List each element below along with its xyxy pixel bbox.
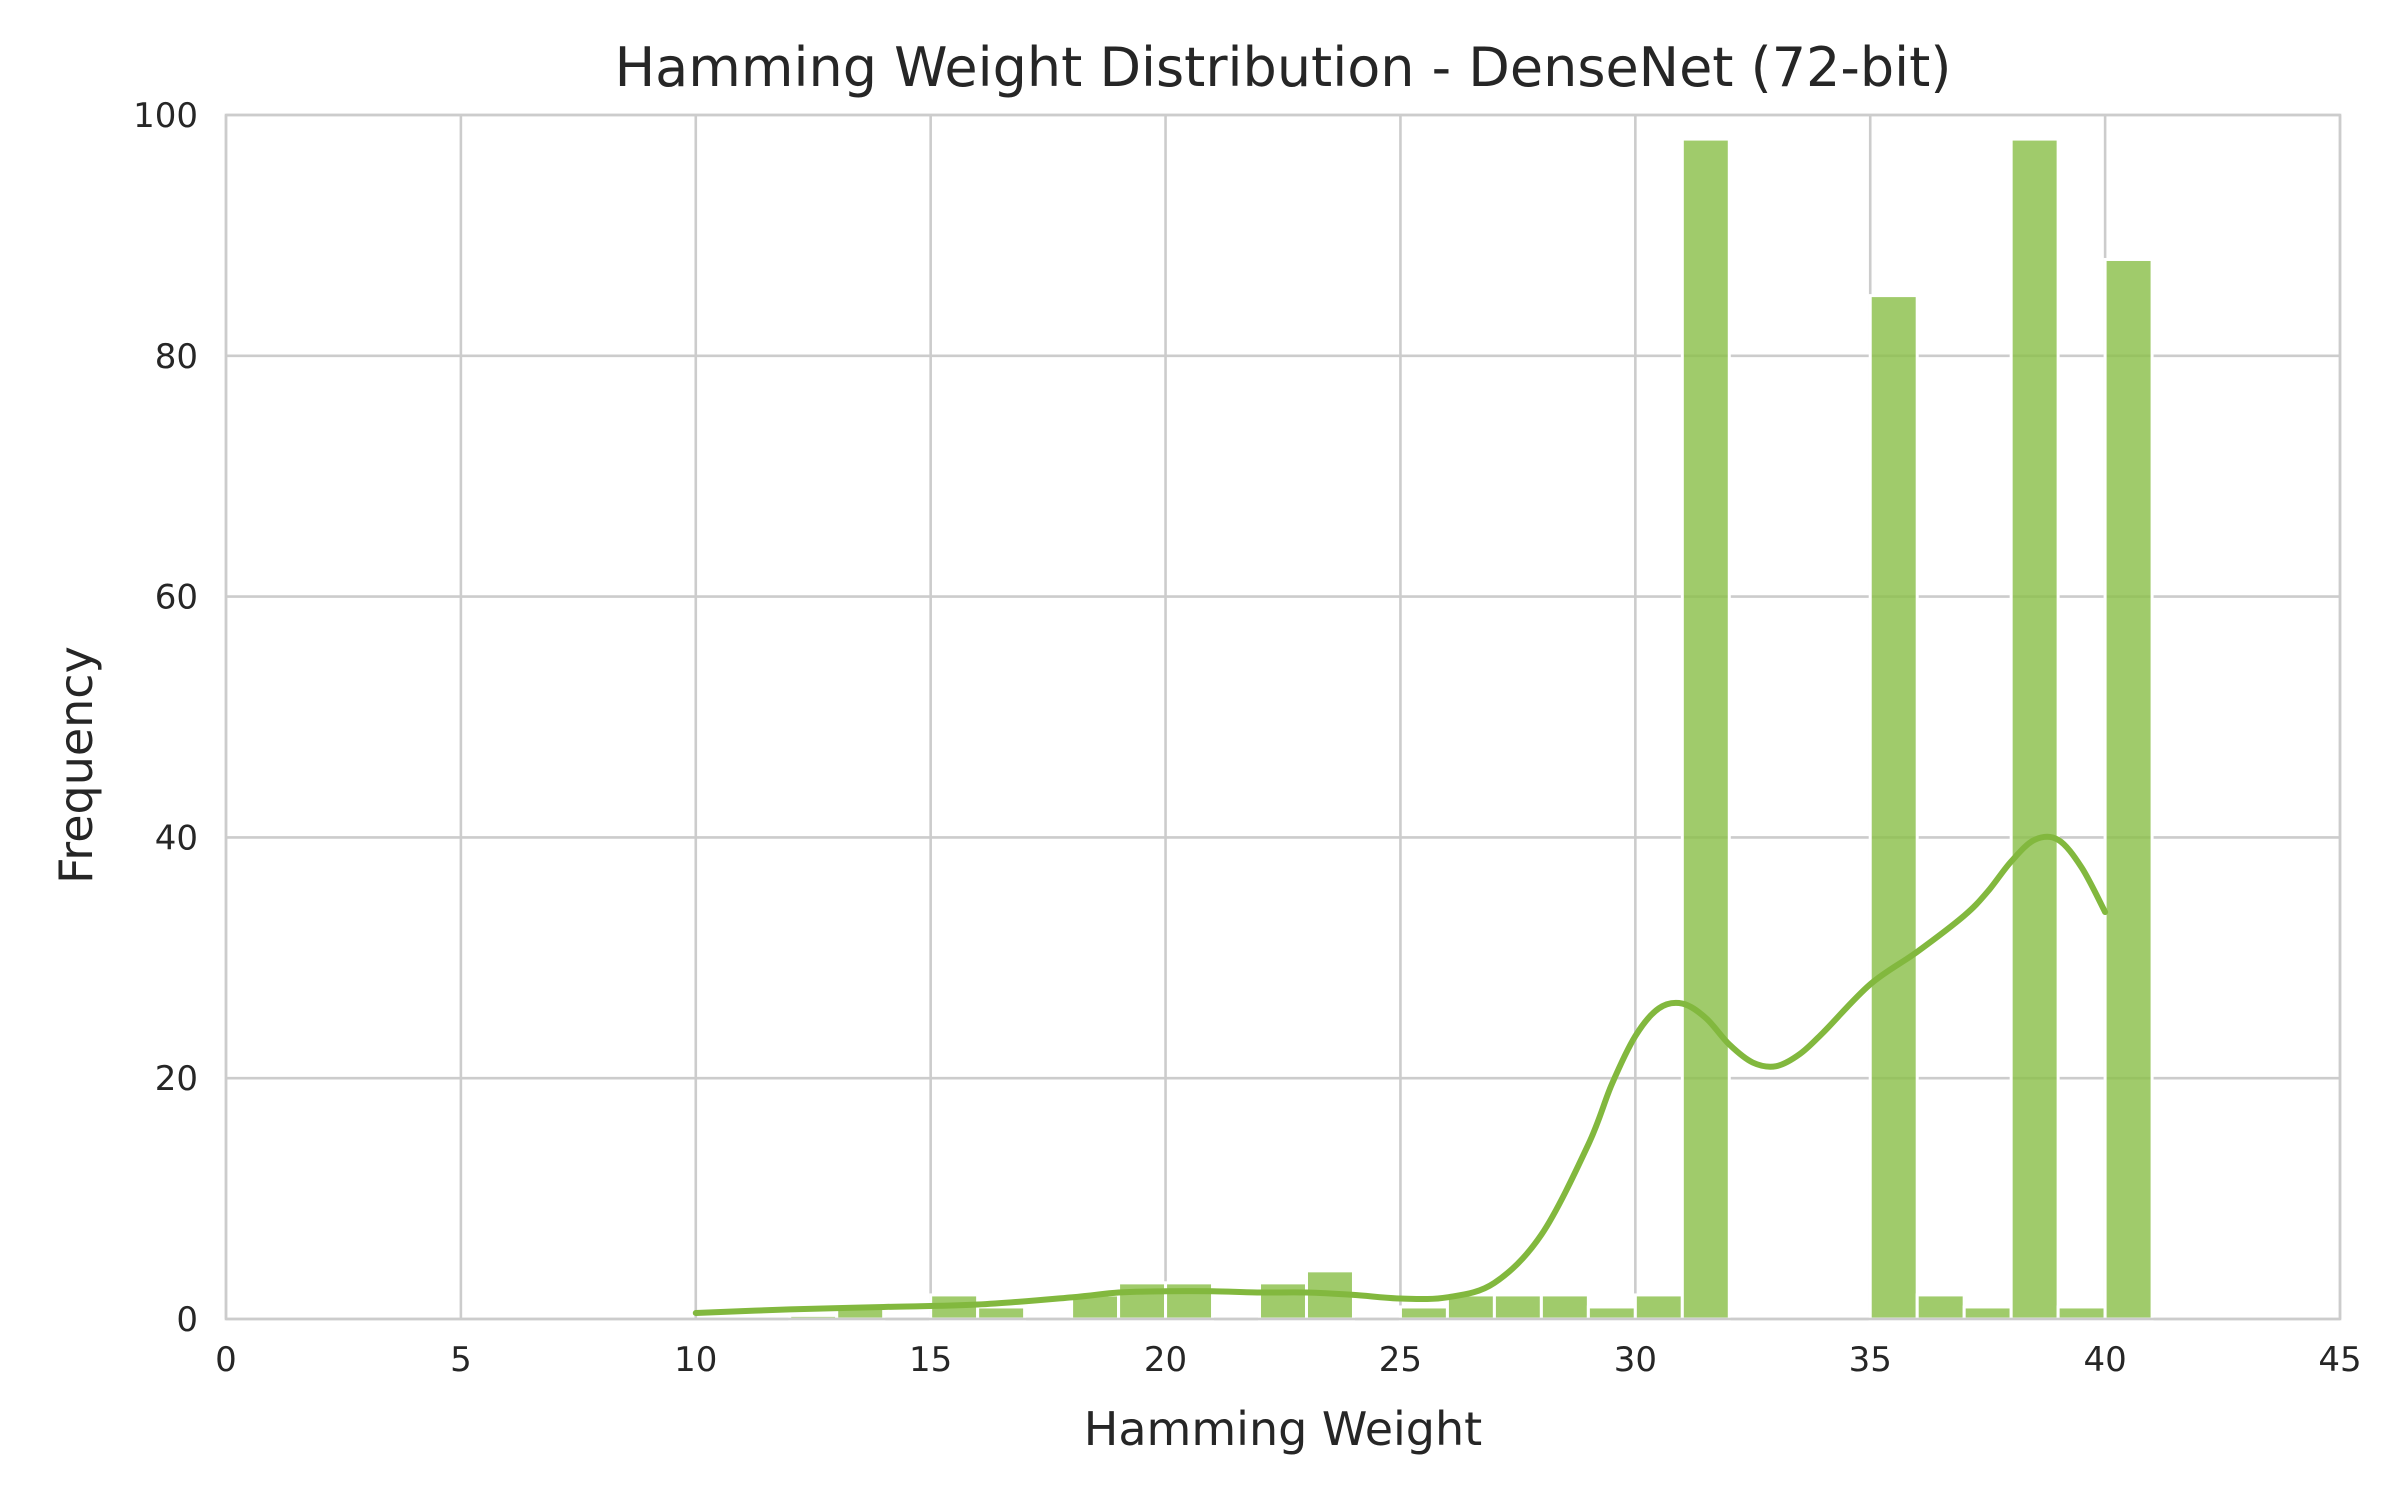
histogram-bar [1258,1281,1308,1321]
y-tick-labels: 0 20 40 60 80 100 [133,96,198,1340]
y-tick-label: 80 [155,337,198,377]
histogram-bar [1398,1305,1449,1321]
x-tick-label: 40 [2083,1340,2126,1380]
histogram-bar [2056,1305,2107,1321]
histogram-bar [1633,1293,1684,1321]
x-tick-label: 5 [450,1340,472,1380]
histogram-bar [976,1305,1027,1321]
histogram-bars [788,137,2154,1321]
histogram-bar [1962,1305,2013,1321]
chart-title: Hamming Weight Distribution - DenseNet (… [615,36,1952,99]
y-tick-label: 100 [133,96,198,136]
histogram-bar [2009,137,2060,1321]
x-tick-label: 35 [1849,1340,1892,1380]
x-tick-label: 45 [2318,1340,2361,1380]
x-tick-label: 10 [674,1340,717,1380]
histogram-bar [1492,1293,1543,1321]
x-tick-label: 25 [1379,1340,1422,1380]
histogram-bar [1915,1293,1966,1321]
histogram-bar [1868,294,1919,1321]
x-tick-label: 20 [1144,1340,1187,1380]
x-tick-label: 30 [1614,1340,1657,1380]
y-tick-label: 20 [155,1059,198,1099]
y-tick-label: 60 [155,578,198,618]
histogram-bar [1117,1281,1168,1321]
histogram-bar [1539,1293,1590,1321]
x-tick-label: 15 [909,1340,952,1380]
histogram-bar [1680,137,1731,1321]
y-axis-title: Frequency [49,646,103,884]
x-tick-label: 0 [215,1340,237,1380]
y-tick-label: 40 [155,818,198,858]
x-axis-title: Hamming Weight [1084,1402,1482,1456]
plot-frame [224,113,2342,1321]
histogram-bar [2103,257,2154,1321]
kde-curve-layer [692,833,2109,1316]
y-tick-label: 0 [176,1300,198,1340]
histogram-bar [1586,1305,1637,1321]
x-tick-labels: 0 5 10 15 20 25 30 35 40 45 [215,1340,2361,1380]
kde-curve [692,833,2109,1316]
